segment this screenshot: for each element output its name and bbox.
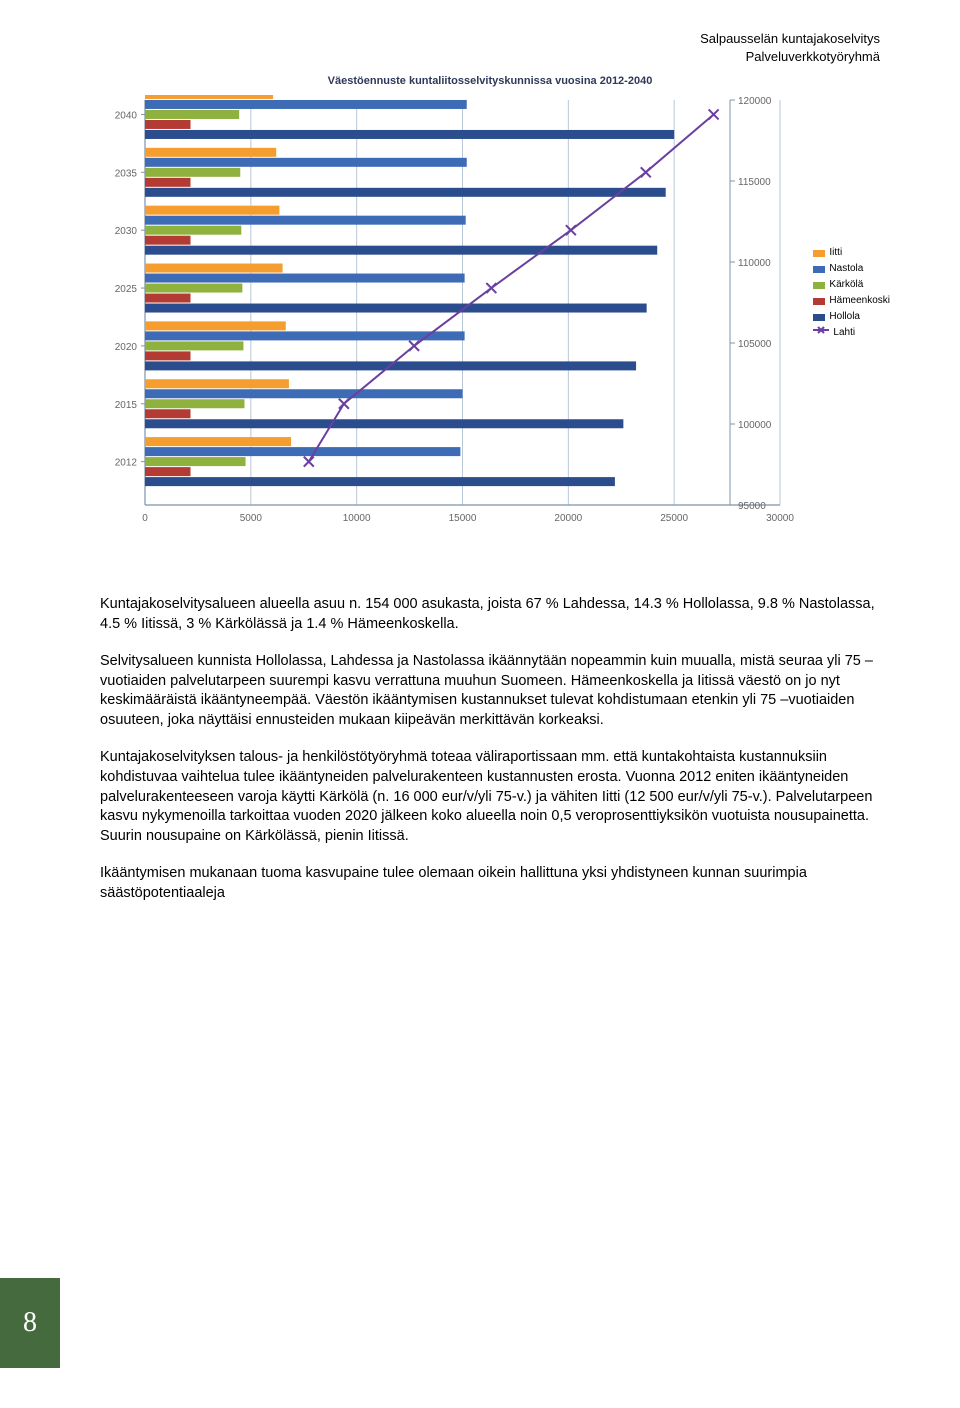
svg-text:15000: 15000 <box>449 513 477 524</box>
legend-swatch <box>813 298 825 305</box>
svg-text:25000: 25000 <box>660 513 688 524</box>
svg-text:105000: 105000 <box>738 339 772 350</box>
header-line-2: Palveluverkkotyöryhmä <box>100 48 880 66</box>
legend-label: Kärkölä <box>829 277 863 293</box>
legend-label: Iitti <box>829 245 842 261</box>
svg-text:2030: 2030 <box>115 226 138 237</box>
svg-text:115000: 115000 <box>738 177 771 188</box>
legend-item: Hämeenkoski <box>813 293 890 309</box>
legend-swatch <box>813 250 825 257</box>
legend-item: Hollola <box>813 309 890 325</box>
paragraph-2: Selvitysalueen kunnista Hollolassa, Lahd… <box>100 652 880 730</box>
legend-label: Lahti <box>833 325 855 341</box>
svg-text:5000: 5000 <box>240 513 263 524</box>
svg-text:0: 0 <box>142 513 148 524</box>
svg-text:2025: 2025 <box>115 284 138 295</box>
svg-text:110000: 110000 <box>738 258 771 269</box>
legend-item: Kärkölä <box>813 277 890 293</box>
legend-swatch <box>813 314 825 321</box>
legend-swatch <box>813 282 825 289</box>
legend-label: Hollola <box>829 309 860 325</box>
svg-text:120000: 120000 <box>738 96 772 107</box>
svg-text:95000: 95000 <box>738 501 766 512</box>
svg-text:2020: 2020 <box>115 342 138 353</box>
svg-text:20000: 20000 <box>554 513 582 524</box>
svg-text:2012: 2012 <box>115 458 138 469</box>
legend-item: Nastola <box>813 261 890 277</box>
chart-title: Väestöennuste kuntaliitosselvityskunniss… <box>100 75 880 87</box>
legend-label: Hämeenkoski <box>829 293 890 309</box>
svg-text:2035: 2035 <box>115 168 138 179</box>
chart-svg: 0 5000 10000 15000 20000 25000 30000 2012 2015 20… <box>100 95 880 535</box>
page-number: 8 <box>23 1307 37 1339</box>
legend-label: Nastola <box>829 261 863 277</box>
svg-text:2015: 2015 <box>115 400 138 411</box>
header-line-1: Salpausselän kuntajakoselvitys <box>100 30 880 48</box>
legend-line-swatch <box>813 325 829 341</box>
legend-item: Iitti <box>813 245 890 261</box>
svg-text:100000: 100000 <box>738 420 772 431</box>
paragraph-1: Kuntajakoselvitysalueen alueella asuu n.… <box>100 595 880 634</box>
body-text: Kuntajakoselvitysalueen alueella asuu n.… <box>100 595 880 903</box>
population-chart: Väestöennuste kuntaliitosselvityskunniss… <box>100 75 880 555</box>
svg-text:30000: 30000 <box>766 513 794 524</box>
page-number-tab: 8 <box>0 1278 60 1368</box>
legend-item: Lahti <box>813 325 890 341</box>
chart-legend: IittiNastolaKärköläHämeenkoskiHollolaLah… <box>813 245 890 341</box>
svg-text:10000: 10000 <box>343 513 371 524</box>
svg-text:2040: 2040 <box>115 111 138 122</box>
page-header: Salpausselän kuntajakoselvitys Palveluve… <box>100 30 880 65</box>
paragraph-3: Kuntajakoselvityksen talous- ja henkilös… <box>100 748 880 846</box>
legend-swatch <box>813 266 825 273</box>
paragraph-4: Ikääntymisen mukanaan tuoma kasvupaine t… <box>100 864 880 903</box>
